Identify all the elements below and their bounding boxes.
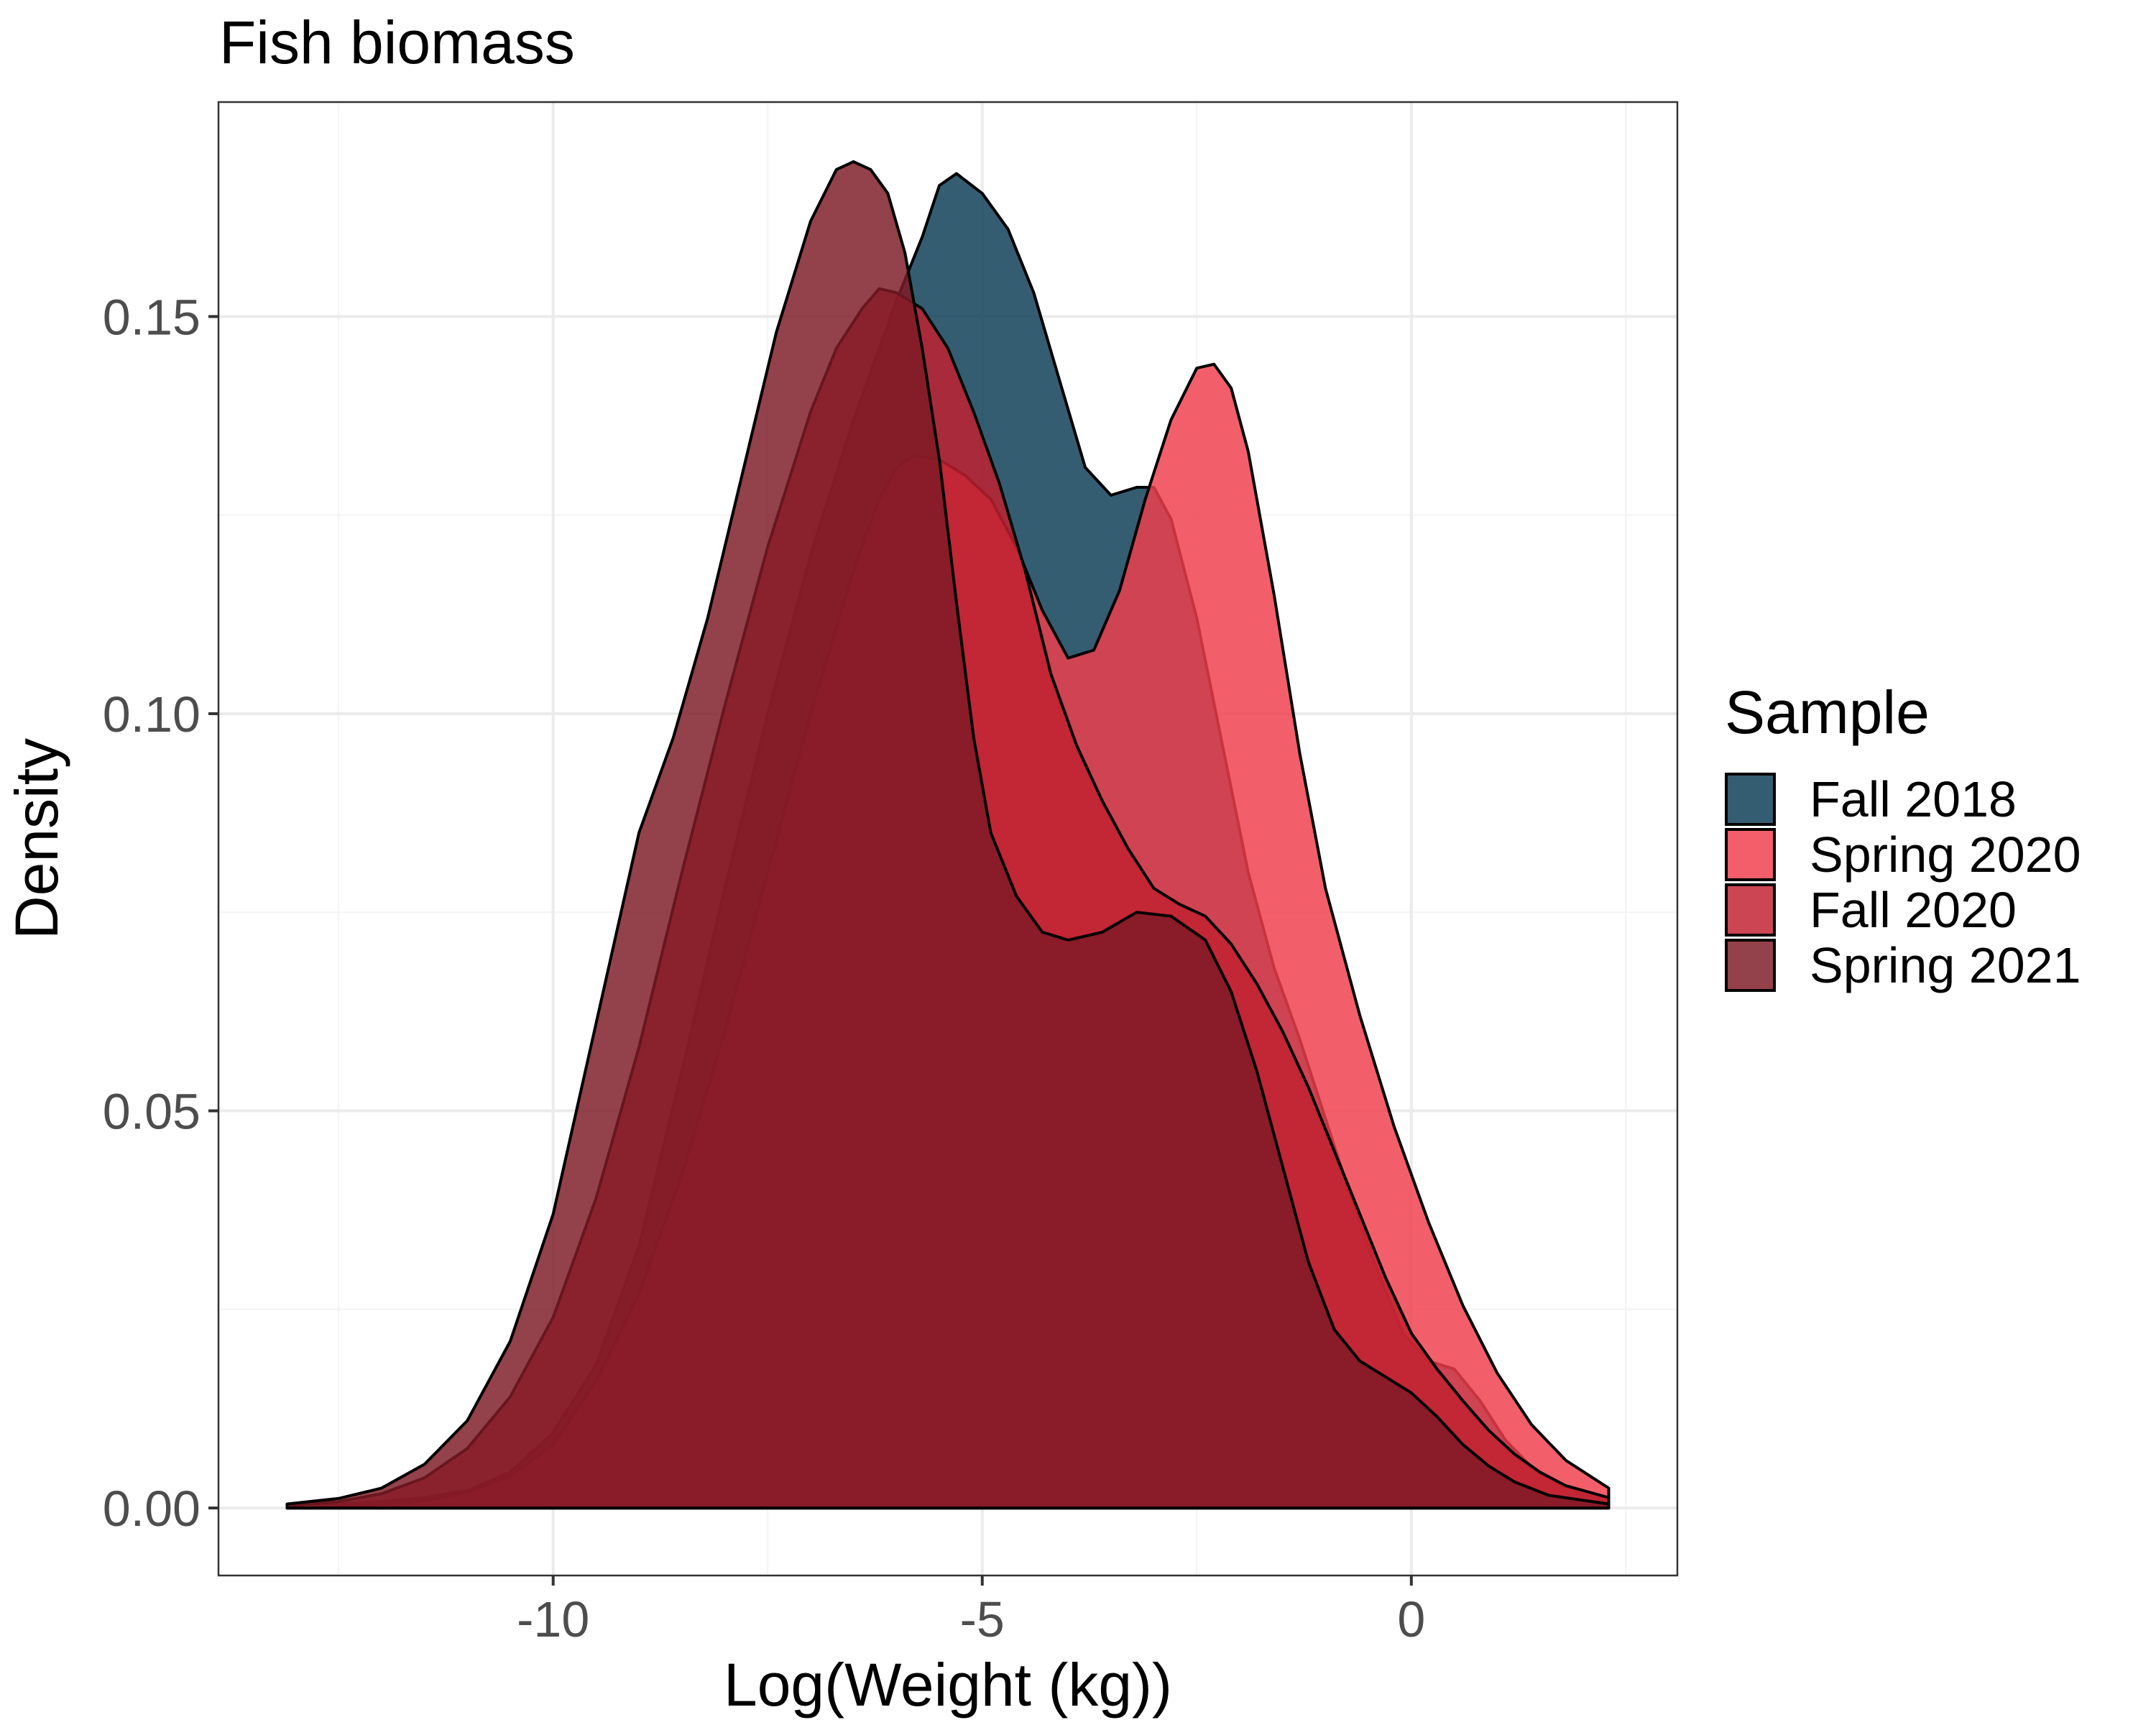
y-tick-label: 0.15	[103, 289, 201, 345]
chart-title: Fish biomass	[219, 9, 575, 76]
legend-label: Fall 2020	[1810, 882, 2017, 938]
x-tick-label: 0	[1397, 1591, 1425, 1647]
y-tick-label: 0.10	[103, 686, 201, 742]
plot-panel	[217, 101, 1679, 1577]
legend-label: Spring 2021	[1810, 937, 2081, 993]
legend-item: Spring 2021	[1725, 937, 2081, 993]
y-axis: 0.00 0.05 0.10 0.15	[103, 289, 218, 1537]
legend-label: Fall 2018	[1810, 771, 2017, 827]
x-axis: -10 -5 0	[517, 1576, 1425, 1647]
y-tick-label: 0.00	[103, 1481, 201, 1537]
legend-item: Fall 2018	[1725, 771, 2017, 827]
y-axis-title: Density	[3, 738, 70, 939]
panel-border	[217, 101, 1679, 1577]
legend-swatch	[1725, 939, 1776, 992]
density-areas	[285, 160, 1611, 1510]
x-tick-label: -10	[517, 1591, 589, 1647]
legend-title: Sample	[1725, 678, 1930, 746]
legend-item: Fall 2020	[1725, 882, 2017, 938]
legend-label: Spring 2020	[1810, 827, 2081, 883]
y-tick-label: 0.05	[103, 1084, 201, 1140]
legend-item: Spring 2020	[1725, 827, 2081, 883]
density-area-4	[285, 160, 1611, 1510]
legend-swatch	[1725, 883, 1776, 937]
x-axis-title: Log(Weight (kg))	[724, 1651, 1172, 1719]
x-tick-label: -5	[960, 1591, 1005, 1647]
legend-swatch	[1725, 828, 1776, 881]
legend-swatch	[1725, 773, 1776, 826]
